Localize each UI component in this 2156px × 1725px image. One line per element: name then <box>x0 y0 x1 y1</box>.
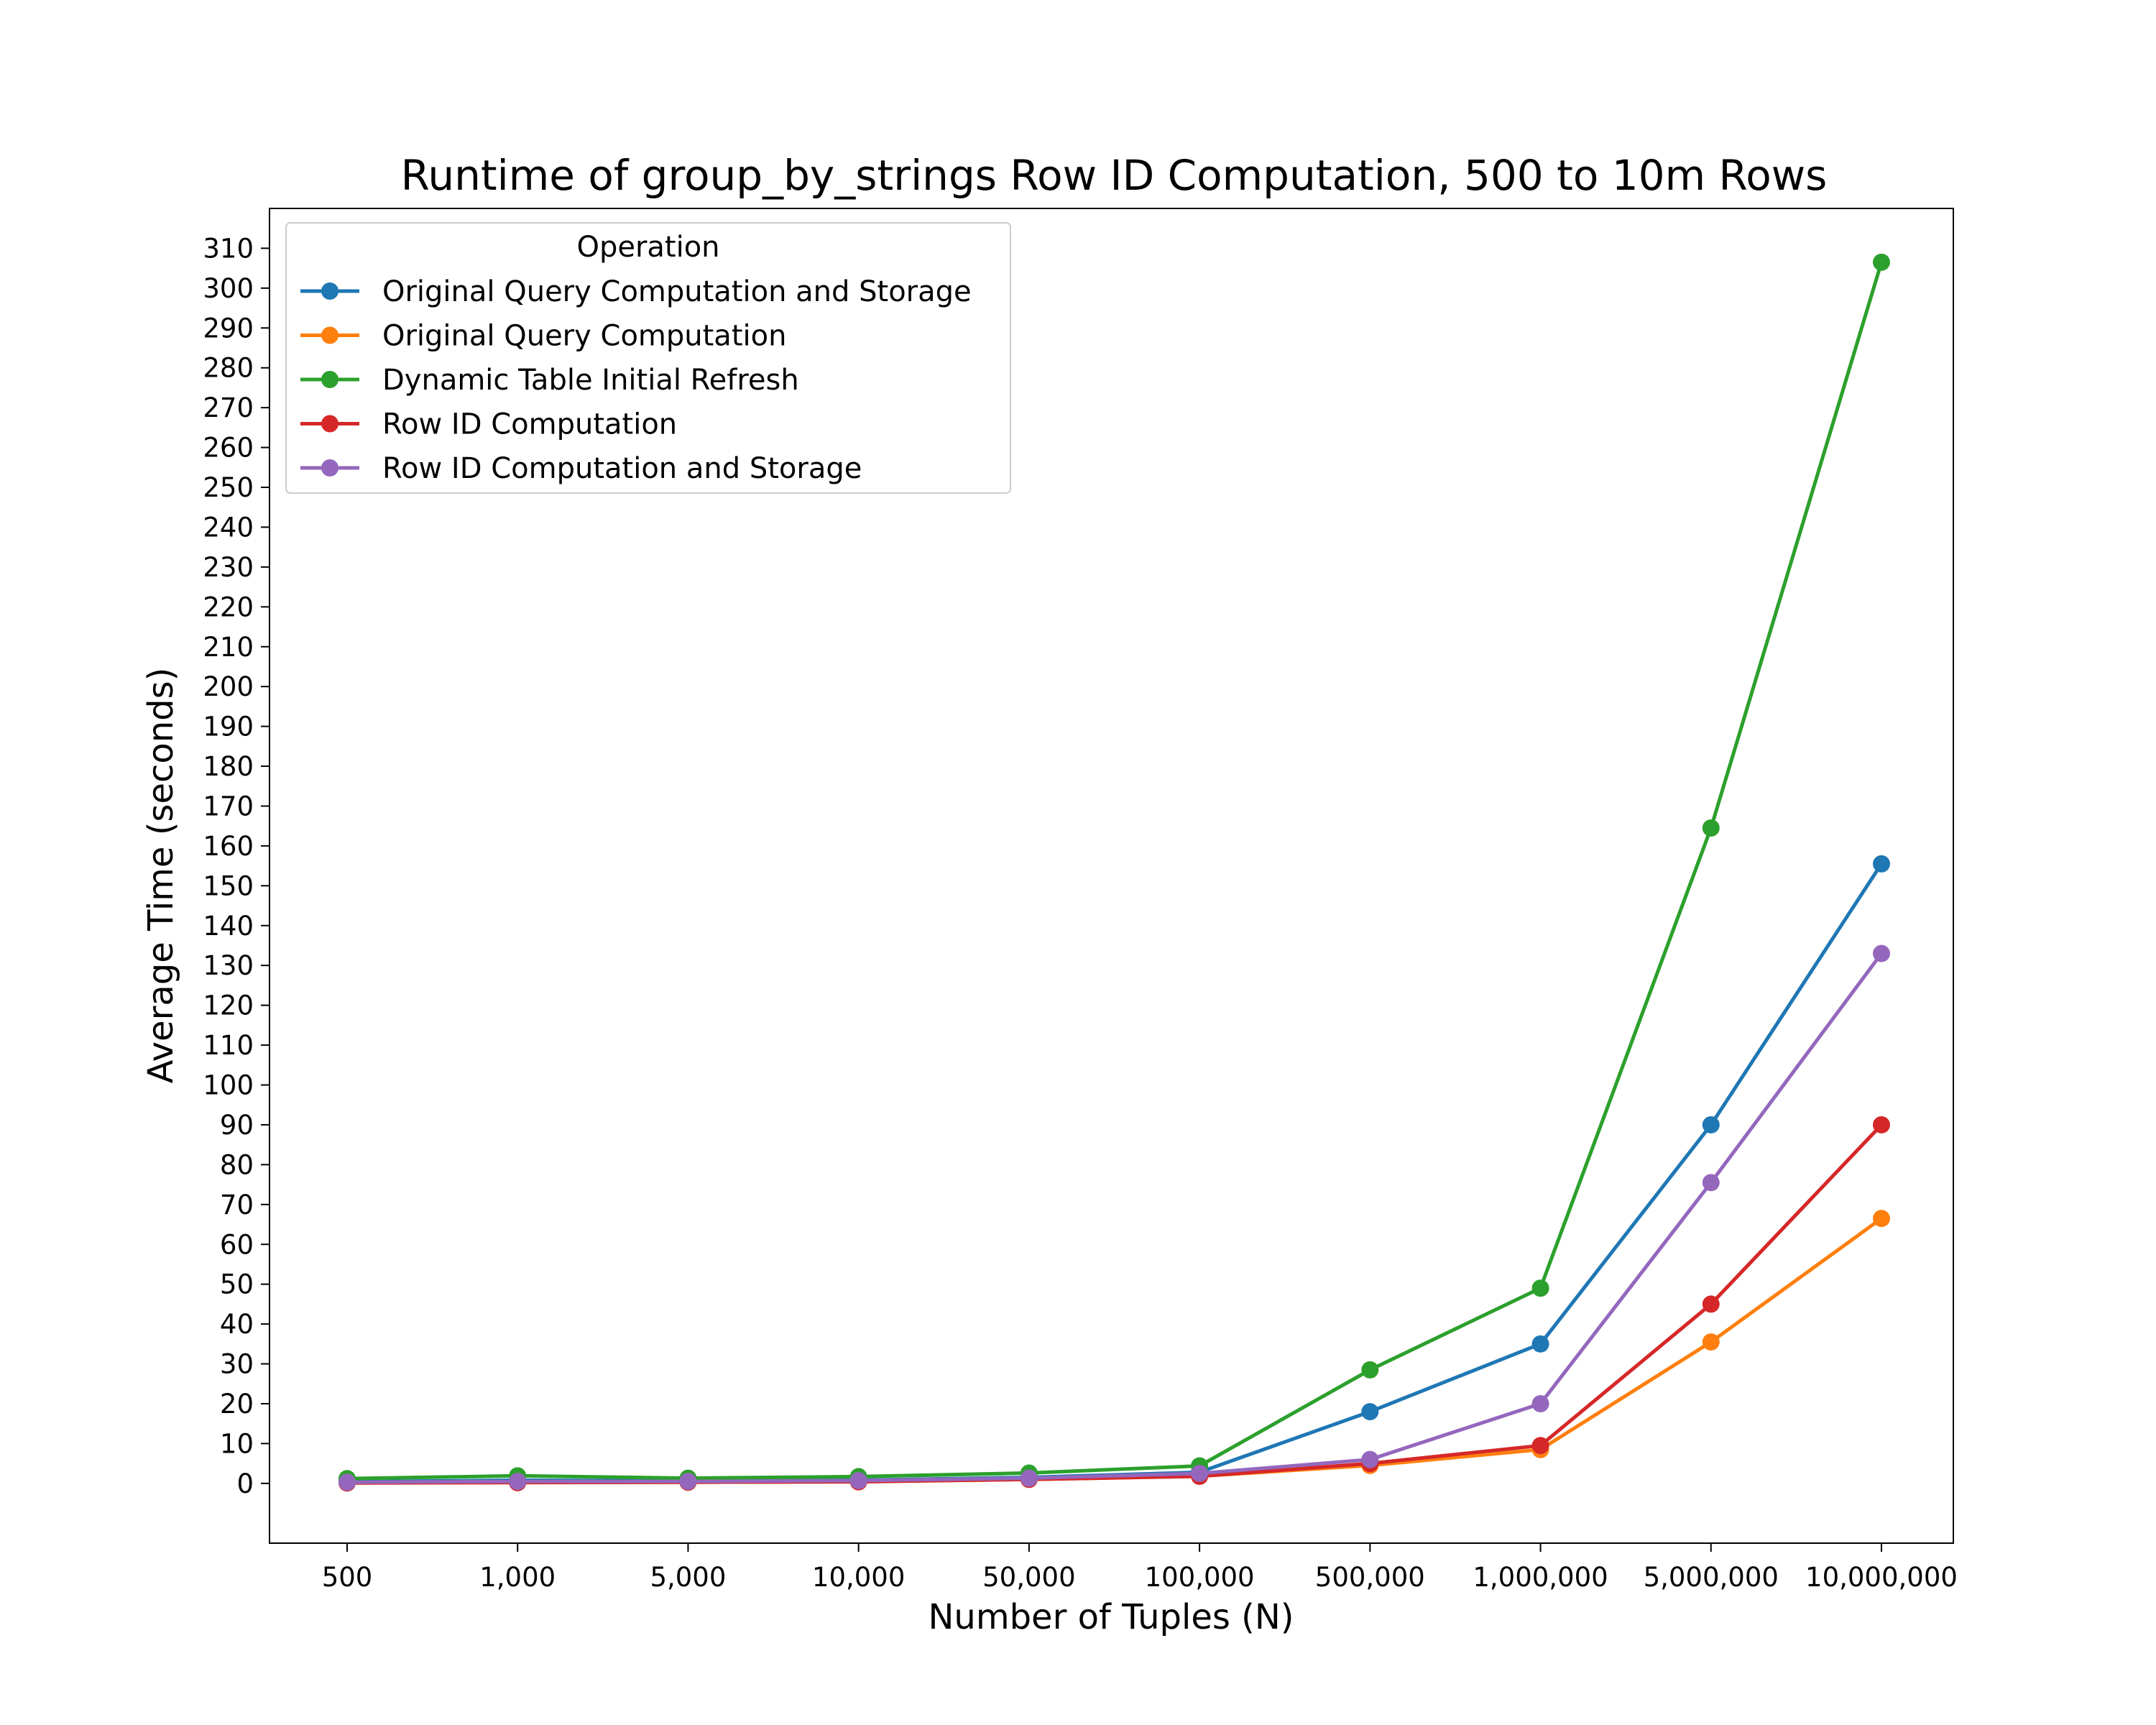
series-line <box>346 952 1884 1484</box>
x-tick-label: 500 <box>322 1562 373 1593</box>
y-tick-label: 120 <box>203 990 254 1021</box>
series-line <box>346 262 1884 1481</box>
x-tick-label: 1,000,000 <box>1473 1562 1608 1593</box>
y-tick-label: 140 <box>203 911 254 942</box>
y-tick-label: 170 <box>203 791 254 822</box>
x-axis-title: Number of Tuples (N) <box>928 1597 1294 1637</box>
y-tick-label: 60 <box>220 1229 254 1260</box>
y-tick-label: 220 <box>203 592 254 622</box>
series-layer <box>338 253 1890 1492</box>
y-tick-label: 30 <box>220 1349 254 1380</box>
legend-marker <box>321 415 338 433</box>
x-tick-label: 5,000 <box>650 1562 726 1593</box>
data-point <box>1872 855 1890 873</box>
y-tick-label: 210 <box>203 632 254 663</box>
data-point <box>509 1473 527 1491</box>
y-tick-label: 310 <box>203 233 254 264</box>
y-tick-label: 270 <box>203 392 254 423</box>
y-tick-label: 20 <box>220 1389 254 1420</box>
y-tick-label: 230 <box>203 552 254 583</box>
data-point <box>1531 1335 1549 1353</box>
y-axis: 0 10 20 30 40 50 60 70 80 90 100 110 120 130 140 150 160… <box>203 233 270 1499</box>
data-point <box>1531 1394 1549 1412</box>
x-tick-label: 1,000 <box>479 1562 556 1593</box>
legend-marker <box>321 282 338 300</box>
data-point <box>1872 253 1890 271</box>
legend-entries: Original Query Computation and Storage Or… <box>300 275 972 485</box>
data-point <box>1531 1437 1549 1455</box>
y-tick-label: 190 <box>203 712 254 742</box>
data-point <box>679 1473 697 1491</box>
y-tick-label: 90 <box>220 1110 254 1141</box>
legend-label: Original Query Computation and Storage <box>382 275 972 308</box>
y-tick-label: 290 <box>203 313 254 344</box>
y-tick-label: 260 <box>203 433 254 464</box>
data-point <box>1872 1210 1890 1228</box>
legend-label: Row ID Computation and Storage <box>382 452 862 485</box>
data-point <box>1702 1174 1720 1192</box>
y-tick-label: 0 <box>236 1468 254 1499</box>
data-point <box>1702 1333 1720 1351</box>
y-tick-label: 130 <box>203 950 254 981</box>
data-point <box>338 1473 356 1491</box>
legend-label: Row ID Computation <box>382 408 677 441</box>
legend-marker <box>321 326 338 344</box>
y-tick-label: 80 <box>220 1149 254 1180</box>
legend-label: Original Query Computation <box>382 320 786 353</box>
y-tick-label: 280 <box>203 353 254 384</box>
x-axis: 500 1,000 5,000 10,000 50,000 100,000 500,000 1… <box>322 1543 1958 1593</box>
data-point <box>1191 1464 1209 1482</box>
y-tick-label: 200 <box>203 671 254 702</box>
y-tick-label: 240 <box>203 512 254 543</box>
data-point <box>1020 1469 1038 1487</box>
y-tick-label: 160 <box>203 831 254 862</box>
legend-marker <box>321 459 338 477</box>
plot-area-frame <box>269 208 1954 1544</box>
y-tick-label: 110 <box>203 1030 254 1061</box>
data-point <box>1361 1361 1379 1379</box>
data-point <box>1702 1116 1720 1133</box>
x-tick-label: 10,000 <box>812 1562 905 1593</box>
x-tick-label: 5,000,000 <box>1644 1562 1779 1593</box>
series-group <box>338 944 1890 1491</box>
chart-title: Runtime of group_by_strings Row ID Compu… <box>401 151 1828 200</box>
x-tick-label: 500,000 <box>1315 1562 1425 1593</box>
y-tick-label: 250 <box>203 472 254 503</box>
y-tick-label: 70 <box>220 1190 254 1220</box>
legend-label: Dynamic Table Initial Refresh <box>382 364 799 397</box>
data-point <box>1702 819 1720 837</box>
data-point <box>849 1471 867 1489</box>
data-point <box>1531 1279 1549 1297</box>
legend: Operation Original Query Computation and… <box>285 222 1011 494</box>
y-tick-label: 300 <box>203 273 254 304</box>
y-tick-label: 150 <box>203 870 254 901</box>
y-tick-label: 100 <box>203 1070 254 1101</box>
y-tick-label: 50 <box>220 1269 254 1300</box>
data-point <box>1872 1116 1890 1133</box>
legend-marker <box>321 371 338 388</box>
data-point <box>1361 1403 1379 1421</box>
y-axis-title: Average Time (seconds) <box>141 668 181 1084</box>
legend-box <box>285 222 1011 494</box>
x-tick-label: 100,000 <box>1145 1562 1255 1593</box>
x-tick-label: 50,000 <box>982 1562 1075 1593</box>
y-tick-label: 40 <box>220 1309 254 1340</box>
data-point <box>1872 944 1890 962</box>
legend-title: Operation <box>576 231 719 264</box>
x-tick-label: 10,000,000 <box>1805 1562 1958 1593</box>
data-point <box>1702 1295 1720 1313</box>
y-tick-label: 10 <box>220 1428 254 1459</box>
data-point <box>1361 1450 1379 1468</box>
y-tick-label: 180 <box>203 751 254 782</box>
